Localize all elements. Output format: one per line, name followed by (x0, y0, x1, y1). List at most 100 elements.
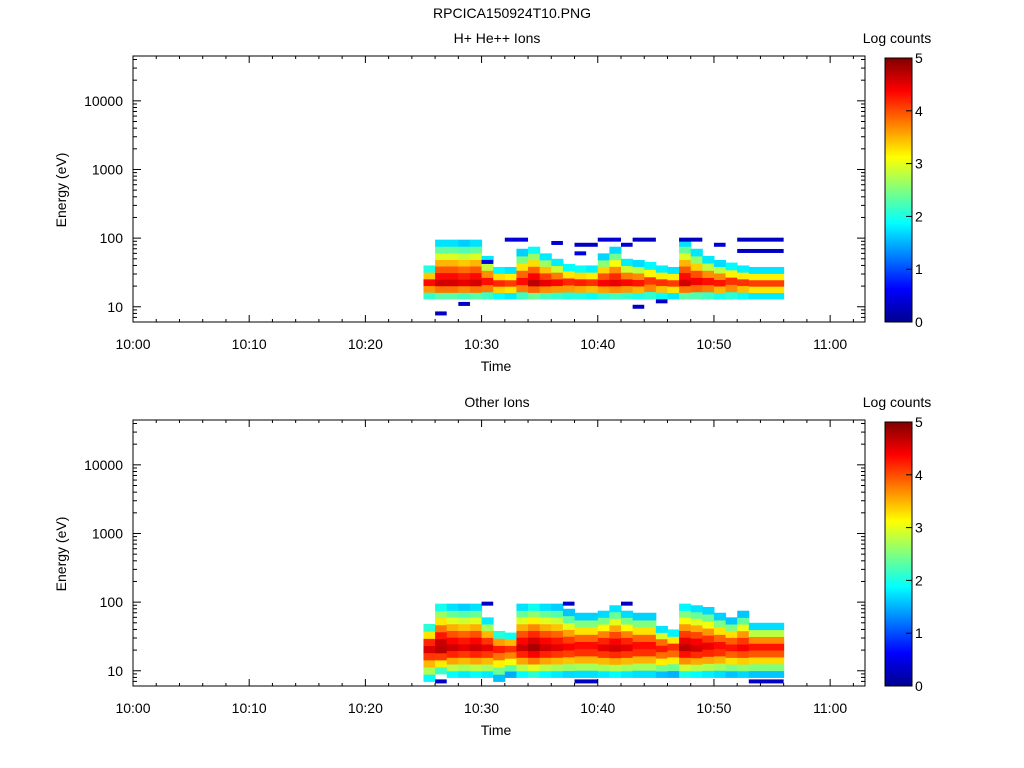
heatmap-cell (632, 237, 656, 242)
figure-title: RPCICA150924T10.PNG (433, 5, 591, 21)
heatmap-cell (516, 270, 529, 278)
heatmap-cell (504, 632, 517, 640)
heatmap-cell (435, 666, 448, 675)
heatmap-cell (562, 615, 576, 624)
heatmap-cell (562, 629, 576, 637)
x-tick-label: 10:40 (580, 336, 615, 352)
heatmap-cell (562, 277, 576, 286)
heatmap-cell (725, 644, 738, 652)
heatmap-cell (737, 292, 750, 300)
heatmap-cell (586, 285, 599, 293)
colorbar-label: Log counts (863, 30, 932, 46)
spectrogram-cells (423, 601, 785, 684)
heatmap-cell (516, 291, 529, 300)
heatmap-cell (621, 242, 633, 247)
heatmap-cell (481, 630, 494, 638)
heatmap-cell (435, 311, 447, 316)
heatmap-cell (679, 630, 692, 638)
heatmap-cell (655, 285, 668, 293)
heatmap-cell (713, 619, 727, 628)
heatmap-cell (528, 650, 541, 658)
heatmap-cell (644, 663, 657, 671)
heatmap-cell (667, 650, 680, 658)
heatmap-cell (493, 286, 506, 294)
heatmap-cell (481, 670, 494, 678)
heatmap-cell (516, 637, 529, 645)
heatmap-cell (423, 272, 436, 280)
heatmap-cell (469, 279, 483, 287)
heatmap-cell (772, 292, 785, 300)
heatmap-cell (760, 266, 773, 274)
axes: 10:00 10:10 10:20 10:30 10:40 10:50 11:00 10 100… (84, 420, 865, 716)
heatmap-cell (667, 656, 680, 665)
heatmap-cell (760, 643, 773, 651)
heatmap-cell (458, 617, 471, 625)
heatmap-cell (551, 637, 564, 645)
heatmap-cell (469, 637, 483, 645)
heatmap-cell (539, 266, 552, 274)
heatmap-cell (632, 266, 645, 274)
x-tick-label: 10:50 (696, 336, 731, 352)
y-tick-label: 100 (100, 594, 124, 610)
heatmap-cell (609, 611, 622, 619)
heatmap-cell (690, 664, 703, 672)
heatmap-cell (597, 637, 610, 645)
heatmap-cell (435, 679, 447, 684)
y-tick-label: 1000 (92, 161, 123, 177)
heatmap-cell (621, 637, 634, 645)
heatmap-cell (748, 266, 761, 274)
heatmap-cell (469, 292, 483, 300)
heatmap-cell (458, 637, 471, 645)
heatmap-cell (562, 663, 576, 672)
heatmap-cell (690, 284, 703, 293)
heatmap-cell (609, 651, 622, 659)
heatmap-cell (632, 285, 645, 293)
heatmap-cell (504, 292, 517, 300)
heatmap-cell (516, 248, 529, 257)
heatmap-cell (597, 670, 610, 678)
heatmap-cell (481, 657, 494, 665)
heatmap-cell (772, 670, 785, 678)
heatmap-cell (679, 657, 692, 665)
heatmap-cell (539, 643, 552, 652)
heatmap-cell (713, 272, 727, 280)
heatmap-cell (737, 272, 750, 280)
heatmap-cell (528, 246, 541, 254)
heatmap-cell (737, 644, 750, 652)
colorbar-tick-label: 1 (915, 625, 923, 641)
heatmap-cell (609, 279, 622, 287)
heatmap-cell (632, 612, 645, 621)
heatmap-cell (772, 636, 785, 644)
heatmap-cell (725, 657, 738, 665)
heatmap-cell (458, 252, 471, 260)
y-axis-label: Energy (eV) (53, 153, 69, 228)
heatmap-cell (574, 655, 587, 664)
x-tick-label: 10:00 (115, 336, 150, 352)
heatmap-cell (621, 670, 634, 678)
heatmap-cell (469, 617, 483, 625)
heatmap-cell (458, 285, 471, 293)
heatmap-cell (481, 644, 494, 652)
spectrogram-cells (423, 237, 785, 316)
x-tick-label: 10:30 (464, 700, 499, 716)
heatmap-cell (690, 605, 703, 613)
heatmap-cell (713, 612, 727, 621)
heatmap-cell (737, 610, 750, 618)
heatmap-cell (679, 292, 692, 300)
heatmap-cell (655, 658, 668, 666)
heatmap-cell (632, 634, 645, 642)
heatmap-cell (597, 624, 610, 632)
heatmap-cell (481, 664, 494, 672)
heatmap-cell (539, 610, 552, 618)
heatmap-cell (690, 611, 703, 619)
x-axis-label: Time (481, 358, 512, 374)
heatmap-cell (504, 671, 517, 678)
heatmap-cell (609, 605, 622, 613)
y-tick-label: 10000 (84, 457, 123, 473)
heatmap-cell (446, 670, 459, 678)
heatmap-cell (528, 266, 541, 274)
heatmap-cell (574, 285, 587, 293)
colorbar-tick-label: 0 (915, 678, 923, 694)
heatmap-cell (609, 246, 622, 254)
heatmap-cell (748, 273, 761, 281)
